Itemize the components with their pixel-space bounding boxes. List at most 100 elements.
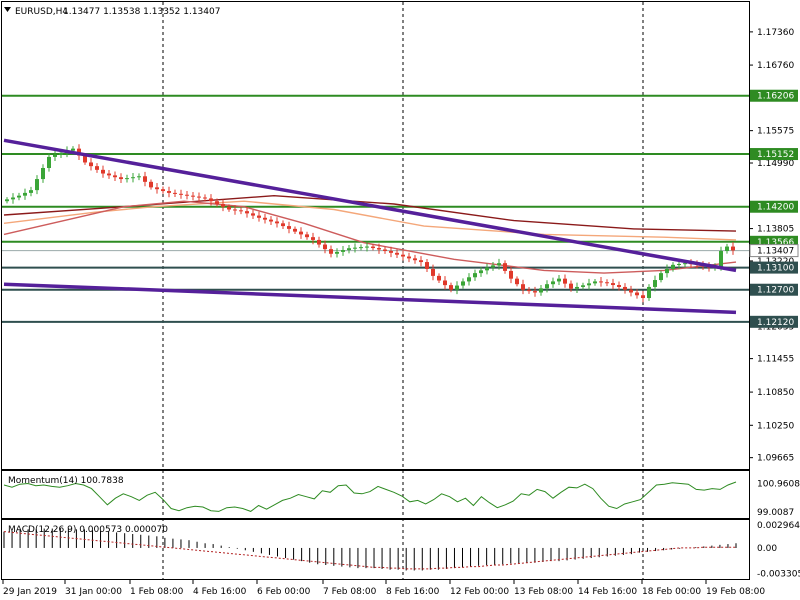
candle-bullish xyxy=(29,190,33,193)
price-tick-label: 1.15575 xyxy=(757,127,794,137)
candle-bearish xyxy=(95,166,99,170)
candle-bearish xyxy=(305,234,309,238)
candle-bullish xyxy=(677,263,681,265)
candle-bullish xyxy=(485,267,489,271)
candle-bullish xyxy=(491,265,495,268)
candle-bullish xyxy=(497,263,501,266)
candle-bearish xyxy=(161,189,165,192)
candle-bearish xyxy=(83,155,87,163)
price-level-label: 1.14200 xyxy=(757,203,794,213)
candle-bullish xyxy=(659,273,663,281)
candle-bearish xyxy=(251,213,255,216)
candles xyxy=(5,144,735,303)
chevron-down-icon[interactable] xyxy=(4,7,11,12)
macd-tick-label: 0.002964 xyxy=(757,521,800,531)
candle-bearish xyxy=(641,295,645,299)
candle-bearish xyxy=(407,256,411,259)
macd-tick-label: -0.003305 xyxy=(757,570,800,580)
candle-bearish xyxy=(389,250,393,253)
momentum-panel[interactable] xyxy=(1,470,750,519)
candle-bullish xyxy=(575,286,579,289)
macd-panel[interactable] xyxy=(1,519,750,580)
quote-label: 1.13477 1.13538 1.13352 1.13407 xyxy=(63,7,220,17)
price-level-label: 1.12700 xyxy=(757,286,794,296)
candle-bearish xyxy=(197,196,201,198)
moving-averages xyxy=(3,194,737,274)
candle-bullish xyxy=(683,263,687,265)
candle-bearish xyxy=(287,226,291,229)
momentum-tick-label: 100.9608 xyxy=(757,479,800,489)
candle-bearish xyxy=(425,262,429,269)
trendlines xyxy=(3,138,737,315)
candle-bearish xyxy=(107,173,111,176)
price-tick-label: 1.09665 xyxy=(757,454,794,464)
price-tick-label: 1.10250 xyxy=(757,421,794,431)
price-panel[interactable] xyxy=(1,1,750,470)
time-tick-label: 18 Feb 00:00 xyxy=(642,587,701,597)
candle-bullish xyxy=(725,246,729,251)
candle-bullish xyxy=(47,156,51,168)
candle-bullish xyxy=(557,278,561,282)
momentum-series-line xyxy=(3,481,737,512)
candle-bearish xyxy=(143,176,147,182)
candle-bearish xyxy=(635,292,639,296)
candle-bearish xyxy=(269,219,273,222)
candle-bullish xyxy=(365,246,369,248)
candle-bearish xyxy=(623,286,627,290)
trendline[interactable] xyxy=(3,282,737,315)
time-tick-label: 4 Feb 16:00 xyxy=(193,587,247,597)
price-level-badge xyxy=(750,200,798,213)
candle-bearish xyxy=(731,246,735,251)
candle-bearish xyxy=(203,197,207,199)
price-level-label: 1.13100 xyxy=(757,264,794,274)
candle-bearish xyxy=(155,187,159,190)
candle-bearish xyxy=(179,193,183,195)
symbol-label: EURUSD,H4 xyxy=(15,7,68,17)
candle-bullish xyxy=(545,284,549,289)
moving-average-line xyxy=(3,200,737,241)
candle-bullish xyxy=(71,148,75,151)
candle-bullish xyxy=(359,247,363,249)
momentum-line xyxy=(3,481,737,512)
candle-bearish xyxy=(89,162,93,167)
price-level-label: 1.16206 xyxy=(757,92,794,102)
candle-bearish xyxy=(281,223,285,227)
trendline[interactable] xyxy=(3,138,737,273)
candle-bullish xyxy=(17,195,21,198)
time-tick-label: 8 Feb 16:00 xyxy=(386,587,440,597)
candle-bearish xyxy=(521,284,525,290)
candle-bullish xyxy=(131,177,135,179)
candle-bullish xyxy=(581,285,585,287)
macd-signal-line xyxy=(3,531,736,570)
time-tick-label: 7 Feb 08:00 xyxy=(323,587,377,597)
candle-bearish xyxy=(599,281,603,283)
candle-bearish xyxy=(233,209,237,211)
price-level-badge xyxy=(750,148,798,161)
candle-bullish xyxy=(35,179,39,191)
price-level-badge xyxy=(750,315,798,328)
candle-bearish xyxy=(227,206,231,210)
candle-bullish xyxy=(587,283,591,286)
candle-bearish xyxy=(299,231,303,235)
candle-bullish xyxy=(653,280,657,287)
candle-bearish xyxy=(509,270,513,279)
price-level-badge xyxy=(750,283,798,296)
candle-bullish xyxy=(593,281,597,284)
candle-bullish xyxy=(53,154,57,157)
candle-bearish xyxy=(245,211,249,214)
time-tick-label: 6 Feb 00:00 xyxy=(257,587,311,597)
price-level-badge xyxy=(749,244,799,258)
price-tick-label: 1.13805 xyxy=(757,225,794,235)
price-tick-label: 1.11455 xyxy=(757,355,794,365)
candle-bullish xyxy=(353,247,357,249)
candle-bearish xyxy=(173,192,177,194)
candle-bearish xyxy=(257,215,261,218)
candle-bearish xyxy=(311,237,315,240)
candle-bearish xyxy=(611,283,615,286)
momentum-title: Momentum(14) 100.7838 xyxy=(8,476,124,486)
candle-bearish xyxy=(419,260,423,263)
candle-bearish xyxy=(293,228,297,232)
macd-title: MACD(12,26,9) 0.000573 0.000070 xyxy=(8,525,168,535)
candle-bullish xyxy=(647,286,651,299)
